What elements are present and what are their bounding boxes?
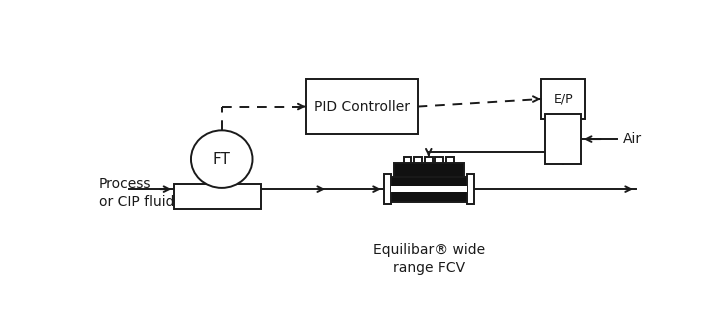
- Bar: [466, 174, 474, 204]
- Text: E/P: E/P: [553, 93, 573, 106]
- Bar: [541, 79, 586, 119]
- Bar: [391, 177, 466, 202]
- Text: FT: FT: [213, 152, 231, 167]
- Bar: [404, 157, 412, 163]
- Bar: [425, 157, 432, 163]
- Ellipse shape: [191, 130, 253, 188]
- Bar: [435, 157, 443, 163]
- Text: PID Controller: PID Controller: [313, 99, 409, 113]
- Bar: [393, 163, 464, 177]
- Bar: [305, 79, 417, 134]
- Bar: [391, 186, 466, 192]
- Bar: [446, 157, 454, 163]
- Bar: [174, 184, 261, 209]
- Bar: [383, 174, 391, 204]
- Bar: [545, 114, 581, 164]
- Text: Process
or CIP fluid: Process or CIP fluid: [99, 177, 174, 209]
- Text: Equilibar® wide
range FCV: Equilibar® wide range FCV: [373, 243, 485, 275]
- Text: Air: Air: [623, 132, 642, 146]
- Bar: [414, 157, 422, 163]
